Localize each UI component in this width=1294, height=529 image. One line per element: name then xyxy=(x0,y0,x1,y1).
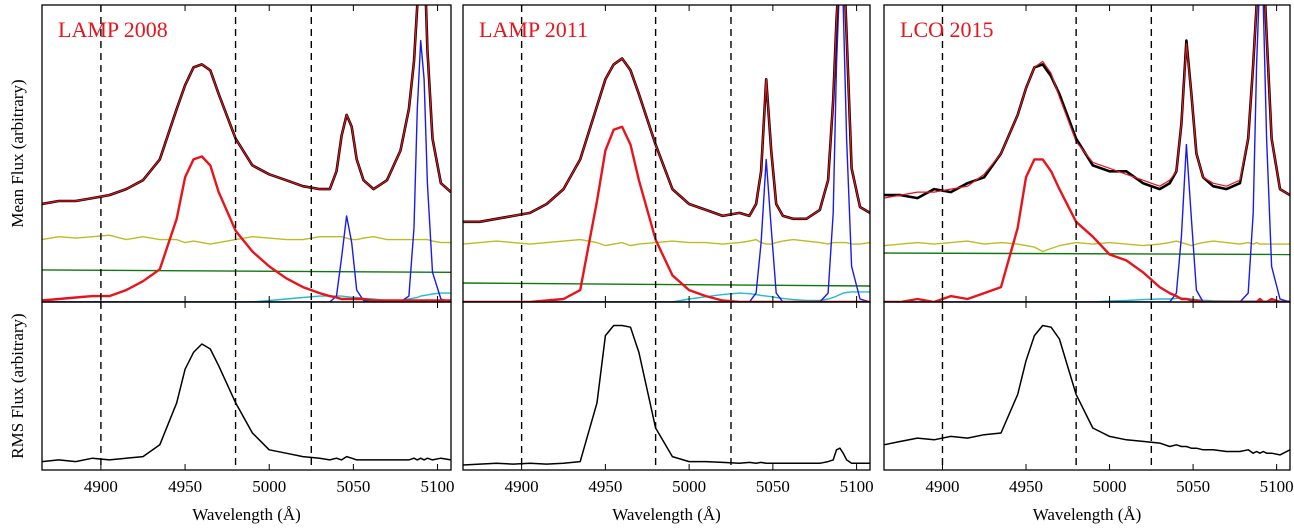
x-tick-label: 5000 xyxy=(252,477,286,496)
panel-title: LAMP 2011 xyxy=(479,17,588,42)
x-tick-label: 4950 xyxy=(588,477,622,496)
spectrum-line xyxy=(42,5,451,205)
spectrum-line xyxy=(463,282,870,287)
spectrum-line xyxy=(42,234,451,245)
spectrum-line xyxy=(463,5,870,223)
x-tick-label: 5100 xyxy=(840,477,874,496)
panel-title: LCO 2015 xyxy=(900,17,994,42)
axes-frame xyxy=(462,301,871,471)
plot-area xyxy=(884,324,1290,456)
axes-frame xyxy=(41,4,452,303)
spectrum-line xyxy=(42,292,451,302)
x-axis-label: Wavelength (Å) xyxy=(1033,505,1142,524)
x-axis-label: Wavelength (Å) xyxy=(192,505,301,524)
spectrum-line xyxy=(463,324,870,466)
x-tick-label: 4950 xyxy=(1009,477,1043,496)
spectrum-line xyxy=(884,5,1290,302)
spectrum-line xyxy=(42,155,451,302)
spectrum-line xyxy=(884,240,1290,253)
axes-frame xyxy=(41,301,452,471)
x-tick-label: 5050 xyxy=(1176,477,1210,496)
axes-frame xyxy=(883,301,1291,471)
x-tick-label: 5100 xyxy=(421,477,455,496)
spectrum-line xyxy=(884,252,1290,256)
panel-title: LAMP 2008 xyxy=(58,17,168,42)
spectrum-line xyxy=(884,324,1290,456)
x-tick-label: 5100 xyxy=(1260,477,1294,496)
x-tick-label: 5050 xyxy=(336,477,370,496)
spectrum-line xyxy=(884,5,1290,199)
x-tick-label: 4950 xyxy=(168,477,202,496)
axes-frame xyxy=(883,4,1291,303)
panel: 4900 4950 5000 5050 5100 Wavelength (Å) xyxy=(462,301,874,524)
plot-area xyxy=(884,5,1290,302)
plot-area xyxy=(42,343,451,463)
plot-area xyxy=(463,324,870,466)
spectrum-line xyxy=(463,238,870,247)
panel: LAMP 2008 Mean Flux (arbitrary) xyxy=(8,4,452,303)
x-axis-label: Wavelength (Å) xyxy=(612,505,721,524)
panel: 4900 4950 5000 5050 5100 Wavelength (Å) xyxy=(883,301,1294,524)
panel: LAMP 2011 xyxy=(462,4,871,303)
spectrum-line xyxy=(463,125,870,302)
x-tick-label: 5050 xyxy=(756,477,790,496)
x-tick-label: 4900 xyxy=(84,477,118,496)
spectrum-line xyxy=(42,343,451,463)
panel: 4900 4950 5000 5050 5100 Wavelength (Å) RMS Fl… xyxy=(8,301,455,524)
spectrum-line xyxy=(884,158,1290,302)
plot-area xyxy=(463,5,870,302)
panel: LCO 2015 xyxy=(883,4,1291,303)
spectrum-line xyxy=(42,39,451,302)
x-tick-label: 4900 xyxy=(925,477,959,496)
plot-area xyxy=(42,5,451,302)
axes-frame xyxy=(462,4,871,303)
y-axis-label: RMS Flux (arbitrary) xyxy=(8,313,27,458)
y-axis-label: Mean Flux (arbitrary) xyxy=(8,79,27,227)
x-tick-label: 5000 xyxy=(1093,477,1127,496)
x-tick-label: 4900 xyxy=(505,477,539,496)
x-tick-label: 5000 xyxy=(672,477,706,496)
spectrum-line xyxy=(463,291,870,302)
spectrum-line xyxy=(42,269,451,273)
spectrum-line xyxy=(463,5,870,302)
